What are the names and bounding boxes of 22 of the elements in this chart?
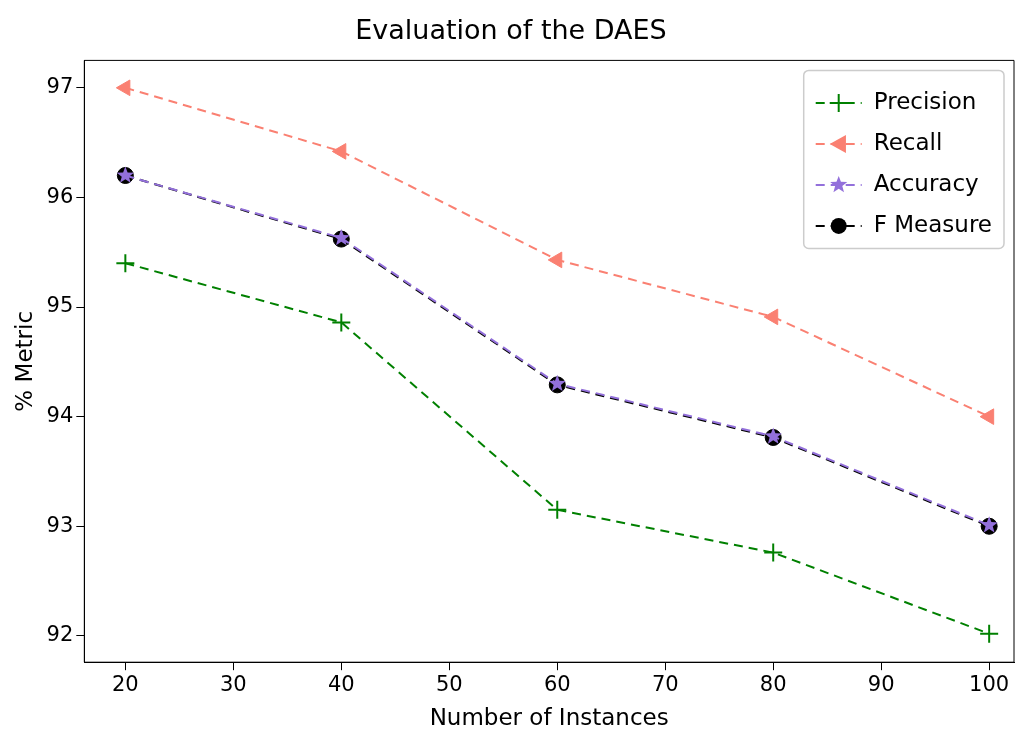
x-tick-label: 90 [867,672,895,697]
y-tick-label: 97 [46,74,74,99]
y-axis-title: % Metric [10,310,37,412]
legend-label: Recall [873,128,943,155]
legend-label: F Measure [873,210,993,237]
x-tick-label: 30 [219,672,247,697]
x-tick-label: 50 [435,672,463,697]
legend-label: Accuracy [873,169,979,196]
x-tick-label: 80 [759,672,787,697]
x-tick-label: 100 [969,672,1010,697]
y-tick-label: 94 [46,403,74,428]
x-tick-label: 40 [327,672,355,697]
x-tick-label: 70 [651,672,679,697]
y-tick-label: 96 [46,183,74,208]
x-tick-label: 60 [543,672,571,697]
chart-title: Evaluation of the DAES [355,14,667,46]
y-tick-label: 93 [46,512,74,537]
y-tick-label: 95 [46,293,74,318]
x-tick-label: 20 [111,672,139,697]
x-axis-title: Number of Instances [429,704,669,731]
y-tick-label: 92 [46,622,74,647]
legend-label: Precision [873,87,977,114]
